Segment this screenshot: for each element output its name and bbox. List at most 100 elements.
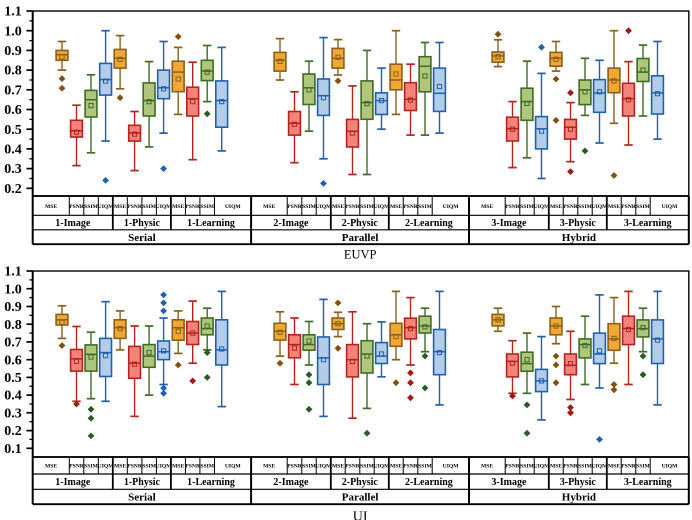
svg-text:1.0: 1.0 bbox=[4, 24, 22, 39]
svg-text:UIQM: UIQM bbox=[592, 204, 609, 210]
svg-text:2-Learning: 2-Learning bbox=[405, 477, 453, 488]
svg-text:0.4: 0.4 bbox=[4, 143, 22, 158]
svg-text:SSIM: SSIM bbox=[302, 464, 316, 470]
svg-text:MSE: MSE bbox=[550, 464, 562, 470]
svg-text:3-Learning: 3-Learning bbox=[624, 218, 672, 229]
svg-text:SSIM: SSIM bbox=[520, 204, 534, 210]
svg-text:2-Learning: 2-Learning bbox=[405, 218, 453, 229]
svg-text:0.8: 0.8 bbox=[4, 318, 22, 333]
svg-text:UIQM: UIQM bbox=[156, 204, 173, 210]
svg-text:MSE: MSE bbox=[45, 464, 57, 470]
svg-text:MSE: MSE bbox=[481, 464, 493, 470]
svg-text:EUVP: EUVP bbox=[344, 248, 377, 262]
svg-text:Serial: Serial bbox=[128, 492, 156, 504]
svg-text:2-Physic: 2-Physic bbox=[342, 477, 379, 488]
svg-text:Parallel: Parallel bbox=[342, 232, 379, 244]
svg-text:1.1: 1.1 bbox=[4, 5, 22, 20]
svg-text:UIQM: UIQM bbox=[374, 204, 391, 210]
svg-text:PSNR: PSNR bbox=[403, 464, 419, 470]
svg-text:MSE: MSE bbox=[608, 204, 620, 210]
svg-text:0.5: 0.5 bbox=[4, 371, 22, 386]
svg-text:SSIM: SSIM bbox=[302, 204, 316, 210]
svg-text:0.7: 0.7 bbox=[4, 336, 22, 351]
svg-text:0.6: 0.6 bbox=[4, 103, 22, 118]
svg-text:1-Physic: 1-Physic bbox=[124, 477, 161, 488]
svg-text:UIQM: UIQM bbox=[662, 204, 679, 210]
svg-text:1-Learning: 1-Learning bbox=[187, 218, 235, 229]
svg-text:0.9: 0.9 bbox=[4, 300, 22, 315]
svg-text:UIQM: UIQM bbox=[225, 204, 242, 210]
svg-text:MSE: MSE bbox=[45, 204, 57, 210]
svg-text:UIQM: UIQM bbox=[316, 464, 333, 470]
svg-text:MSE: MSE bbox=[481, 204, 493, 210]
svg-text:2-Image: 2-Image bbox=[273, 477, 309, 488]
svg-text:SSIM: SSIM bbox=[418, 204, 432, 210]
svg-text:0.6: 0.6 bbox=[4, 353, 22, 368]
svg-text:SSIM: SSIM bbox=[142, 464, 156, 470]
svg-text:0.3: 0.3 bbox=[4, 406, 22, 421]
svg-text:0.1: 0.1 bbox=[4, 442, 22, 457]
svg-text:1-Physic: 1-Physic bbox=[124, 218, 161, 229]
svg-text:PSNR: PSNR bbox=[505, 464, 521, 470]
svg-text:MSE: MSE bbox=[263, 464, 275, 470]
svg-text:MSE: MSE bbox=[172, 204, 184, 210]
svg-text:SSIM: SSIM bbox=[84, 204, 98, 210]
svg-text:PSNR: PSNR bbox=[127, 204, 143, 210]
svg-text:PSNR: PSNR bbox=[403, 204, 419, 210]
svg-text:UIQM: UIQM bbox=[443, 464, 460, 470]
svg-text:3-Image: 3-Image bbox=[491, 218, 527, 229]
svg-text:MSE: MSE bbox=[390, 464, 402, 470]
svg-text:2-Physic: 2-Physic bbox=[342, 218, 379, 229]
svg-text:1.0: 1.0 bbox=[4, 282, 22, 297]
svg-text:MSE: MSE bbox=[263, 204, 275, 210]
svg-text:Hybrid: Hybrid bbox=[562, 232, 596, 244]
svg-text:SSIM: SSIM bbox=[636, 204, 650, 210]
svg-text:1-Image: 1-Image bbox=[55, 477, 91, 488]
svg-text:SSIM: SSIM bbox=[200, 464, 214, 470]
svg-text:0.8: 0.8 bbox=[4, 64, 22, 79]
svg-text:PSNR: PSNR bbox=[621, 204, 637, 210]
svg-text:3-Physic: 3-Physic bbox=[560, 477, 597, 488]
svg-text:UIQM: UIQM bbox=[534, 204, 551, 210]
svg-text:PSNR: PSNR bbox=[185, 204, 201, 210]
svg-text:SSIM: SSIM bbox=[200, 204, 214, 210]
svg-text:PSNR: PSNR bbox=[69, 204, 85, 210]
svg-text:UIQM: UIQM bbox=[534, 464, 551, 470]
svg-text:SSIM: SSIM bbox=[84, 464, 98, 470]
svg-text:SSIM: SSIM bbox=[636, 464, 650, 470]
svg-text:UIQM: UIQM bbox=[156, 464, 173, 470]
svg-text:PSNR: PSNR bbox=[69, 464, 85, 470]
svg-text:1-Learning: 1-Learning bbox=[187, 477, 235, 488]
svg-text:0.3: 0.3 bbox=[4, 162, 22, 177]
svg-text:UI: UI bbox=[353, 510, 368, 520]
svg-text:Hybrid: Hybrid bbox=[562, 492, 596, 504]
svg-text:Serial: Serial bbox=[128, 232, 156, 244]
svg-text:PSNR: PSNR bbox=[127, 464, 143, 470]
svg-text:PSNR: PSNR bbox=[563, 464, 579, 470]
svg-text:PSNR: PSNR bbox=[287, 204, 303, 210]
svg-text:MSE: MSE bbox=[332, 464, 344, 470]
svg-text:PSNR: PSNR bbox=[621, 464, 637, 470]
svg-text:0.7: 0.7 bbox=[4, 83, 22, 98]
svg-text:SSIM: SSIM bbox=[418, 464, 432, 470]
svg-text:1.1: 1.1 bbox=[4, 265, 22, 280]
svg-text:1-Image: 1-Image bbox=[55, 218, 91, 229]
svg-text:MSE: MSE bbox=[172, 464, 184, 470]
svg-text:UIQM: UIQM bbox=[98, 464, 115, 470]
svg-text:3-Learning: 3-Learning bbox=[624, 477, 672, 488]
svg-text:UIQM: UIQM bbox=[592, 464, 609, 470]
svg-text:SSIM: SSIM bbox=[360, 204, 374, 210]
svg-text:UIQM: UIQM bbox=[374, 464, 391, 470]
svg-text:0.2: 0.2 bbox=[4, 424, 22, 439]
svg-text:PSNR: PSNR bbox=[505, 204, 521, 210]
svg-text:3-Image: 3-Image bbox=[491, 477, 527, 488]
svg-text:MSE: MSE bbox=[114, 204, 126, 210]
svg-text:PSNR: PSNR bbox=[287, 464, 303, 470]
svg-text:PSNR: PSNR bbox=[345, 204, 361, 210]
svg-text:0.2: 0.2 bbox=[4, 182, 22, 197]
svg-text:MSE: MSE bbox=[550, 204, 562, 210]
svg-text:PSNR: PSNR bbox=[563, 204, 579, 210]
svg-text:UIQM: UIQM bbox=[662, 464, 679, 470]
svg-text:UIQM: UIQM bbox=[443, 204, 460, 210]
svg-text:SSIM: SSIM bbox=[142, 204, 156, 210]
